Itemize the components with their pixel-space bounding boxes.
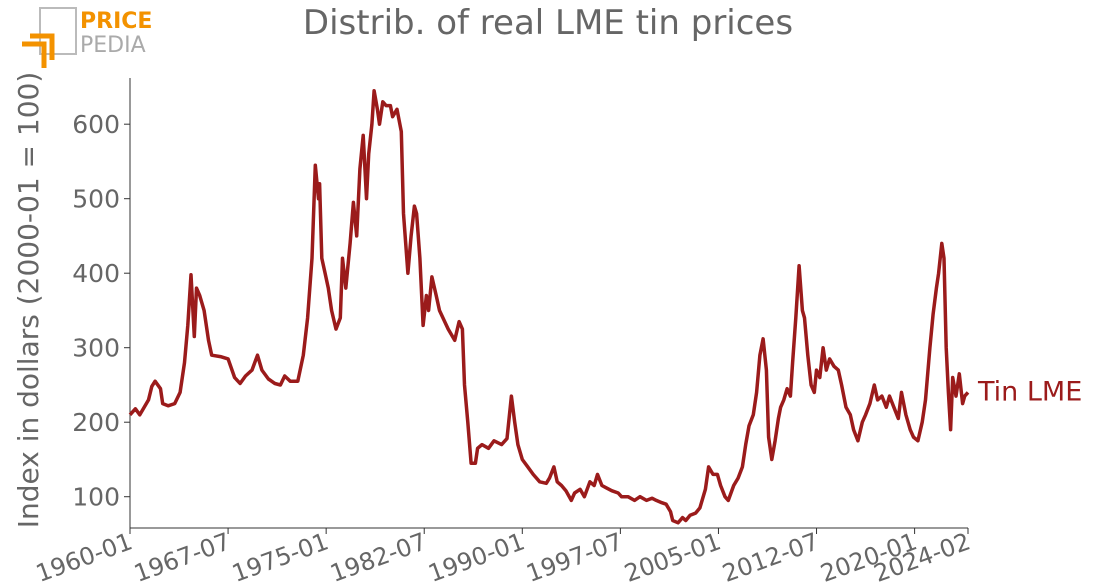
logo-frame: [39, 7, 77, 55]
y-tick-label: 300: [72, 334, 120, 363]
y-tick-label: 400: [72, 259, 120, 288]
line: [128, 88, 970, 525]
y-tick-label: 200: [72, 408, 120, 437]
x-tick-label: 1975-01: [228, 527, 332, 587]
logo-text: PEDIA: [80, 33, 146, 58]
x-tick-label: 1960-01: [32, 527, 136, 587]
y-axis-label: Index in dollars (2000-01 = 100): [12, 72, 45, 529]
y-tick-label: 500: [72, 185, 120, 214]
x-tick-label: 1982-07: [326, 527, 430, 587]
y-tick-label: 100: [72, 483, 120, 512]
x-tick-label: 1990-01: [425, 527, 529, 587]
x-tick-label: 1967-07: [130, 527, 234, 587]
chart-title: Distrib. of real LME tin prices: [303, 3, 793, 43]
y-tick-label: 600: [72, 110, 120, 139]
x-tick-label: 2005-01: [621, 527, 725, 587]
x-tick-label: 2012-07: [719, 527, 823, 587]
x-tick-label: 1997-07: [523, 527, 627, 587]
logo-text: PRICE: [80, 9, 152, 34]
logo-mark: [22, 33, 55, 68]
logo: PRICE PEDIA: [22, 7, 152, 68]
series-label: Tin LME: [977, 376, 1082, 407]
